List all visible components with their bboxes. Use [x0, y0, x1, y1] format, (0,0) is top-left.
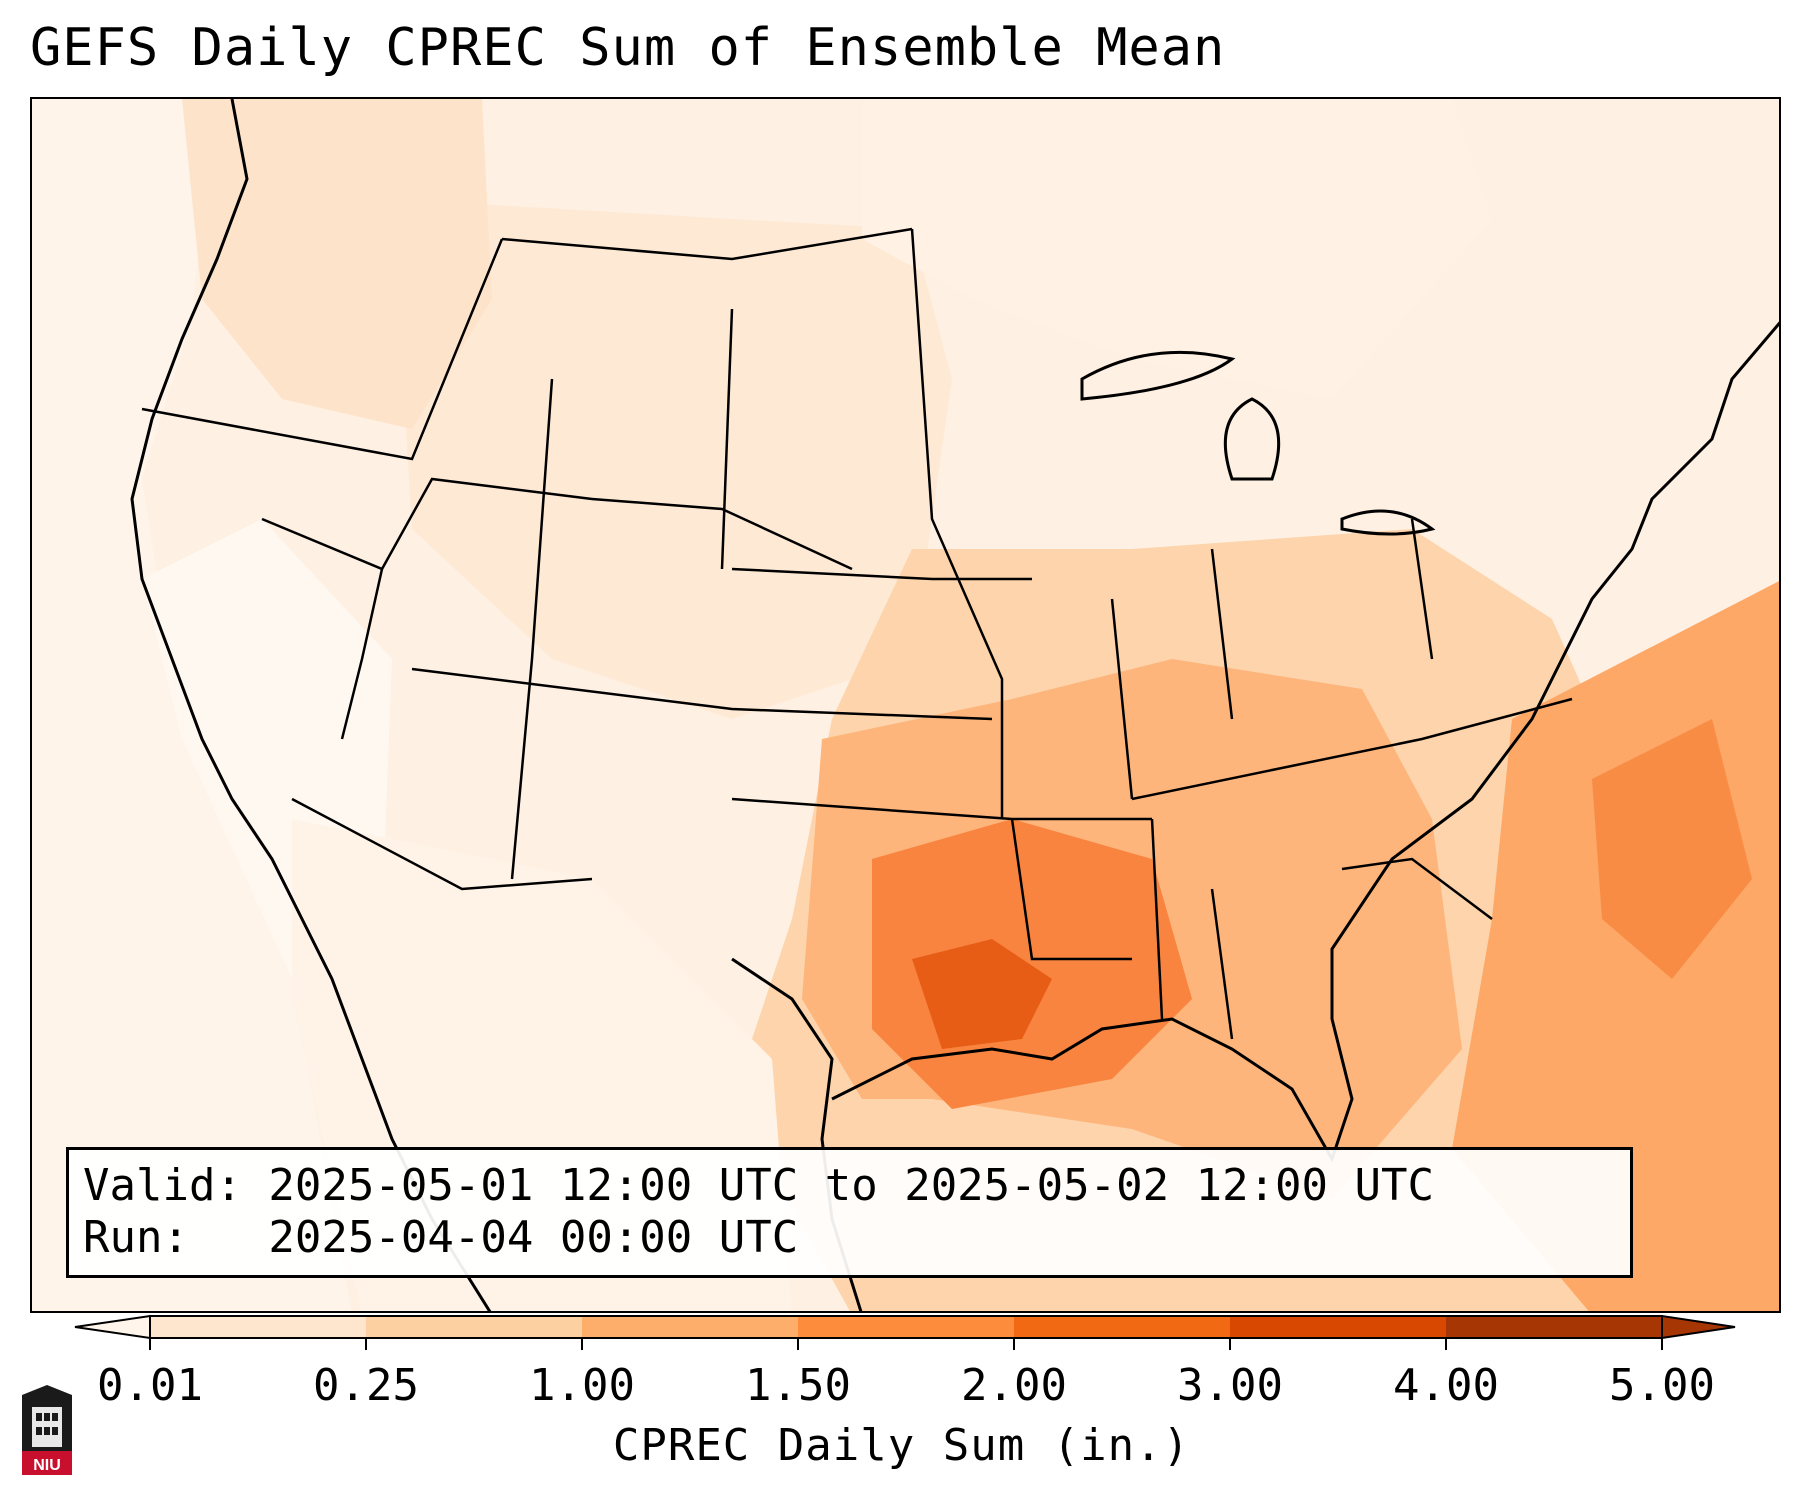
colorbar-tick-label: 5.00	[1609, 1360, 1715, 1411]
border-us-mexico	[291, 797, 593, 891]
state-borders	[141, 227, 1573, 1040]
border-il-in	[1110, 598, 1134, 800]
border-ne-ia	[731, 567, 1032, 581]
canada-shading	[862, 99, 1492, 399]
border-wy-sd	[591, 497, 853, 571]
plains-rockies-shading	[392, 199, 952, 719]
border-nv-ut	[261, 477, 593, 571]
valid-run-info-box: Valid: 2025-05-01 12:00 UTC to 2025-05-0…	[66, 1147, 1633, 1278]
colorbar-tick-label: 3.00	[1177, 1360, 1283, 1411]
border-mt-nd	[720, 308, 734, 570]
map-title: GEFS Daily CPREC Sum of Ensemble Mean	[30, 18, 1226, 78]
lake-erie	[1340, 509, 1436, 536]
atlantic-core	[1592, 719, 1752, 979]
colorbar-segment	[1014, 1316, 1231, 1338]
colorbar-right-extend	[1661, 1314, 1736, 1340]
border-in-oh	[1210, 548, 1234, 720]
louisiana-core	[912, 939, 1052, 1049]
run-time-text: Run: 2025-04-04 00:00 UTC	[83, 1212, 799, 1263]
border-al-ga	[1210, 888, 1234, 1040]
border-ar-la	[1010, 818, 1132, 961]
colorbar-tick-label: 0.25	[313, 1360, 419, 1411]
colorbar-segment	[366, 1316, 583, 1338]
pacific-northwest-shading	[182, 99, 492, 429]
colorbar	[74, 1314, 1736, 1350]
colorbar-label: CPREC Daily Sum (in.)	[612, 1420, 1191, 1471]
pacific-ocean-area	[32, 99, 352, 1311]
colorbar-tick-label: 1.00	[529, 1360, 635, 1411]
border-az-nm	[510, 378, 554, 880]
border-ms-al	[1150, 818, 1164, 1020]
colorbar-ticks	[149, 1338, 1663, 1350]
colorbar-left-extend	[74, 1314, 151, 1340]
border-tn-ky	[1131, 697, 1573, 801]
border-or-wa-id	[141, 238, 504, 461]
colorbar-segment	[1230, 1316, 1447, 1338]
niu-logo-icon: NIU	[22, 1385, 72, 1475]
colorbar-tick-label: 2.00	[961, 1360, 1067, 1411]
border-pa-oh	[1410, 518, 1434, 660]
colorbar-tick-label: 1.50	[745, 1360, 851, 1411]
valid-time-text: Valid: 2025-05-01 12:00 UTC to 2025-05-0…	[83, 1160, 1435, 1211]
lake-michigan	[1223, 397, 1281, 481]
colorbar-tick-label: 0.01	[97, 1360, 203, 1411]
border-ga-sc	[1341, 857, 1493, 920]
colorbar-tick-label: 4.00	[1393, 1360, 1499, 1411]
west-coast	[130, 99, 492, 1311]
niu-logo-text: NIU	[33, 1457, 61, 1474]
colorbar-segment	[1446, 1316, 1663, 1338]
border-canada-west	[501, 227, 913, 261]
border-mn-ia-mo	[910, 228, 1004, 819]
precip-map	[32, 99, 1779, 1311]
lake-superior	[1080, 350, 1236, 401]
map-panel	[30, 97, 1781, 1313]
colorbar-segment	[150, 1316, 367, 1338]
colorbar-segment	[582, 1316, 799, 1338]
colorbar-segment	[798, 1316, 1015, 1338]
border-co-ks	[411, 667, 993, 721]
colorbar-segments	[149, 1315, 1663, 1339]
gulf-atlantic-coast	[831, 321, 1779, 1163]
border-nv-az	[340, 568, 384, 740]
